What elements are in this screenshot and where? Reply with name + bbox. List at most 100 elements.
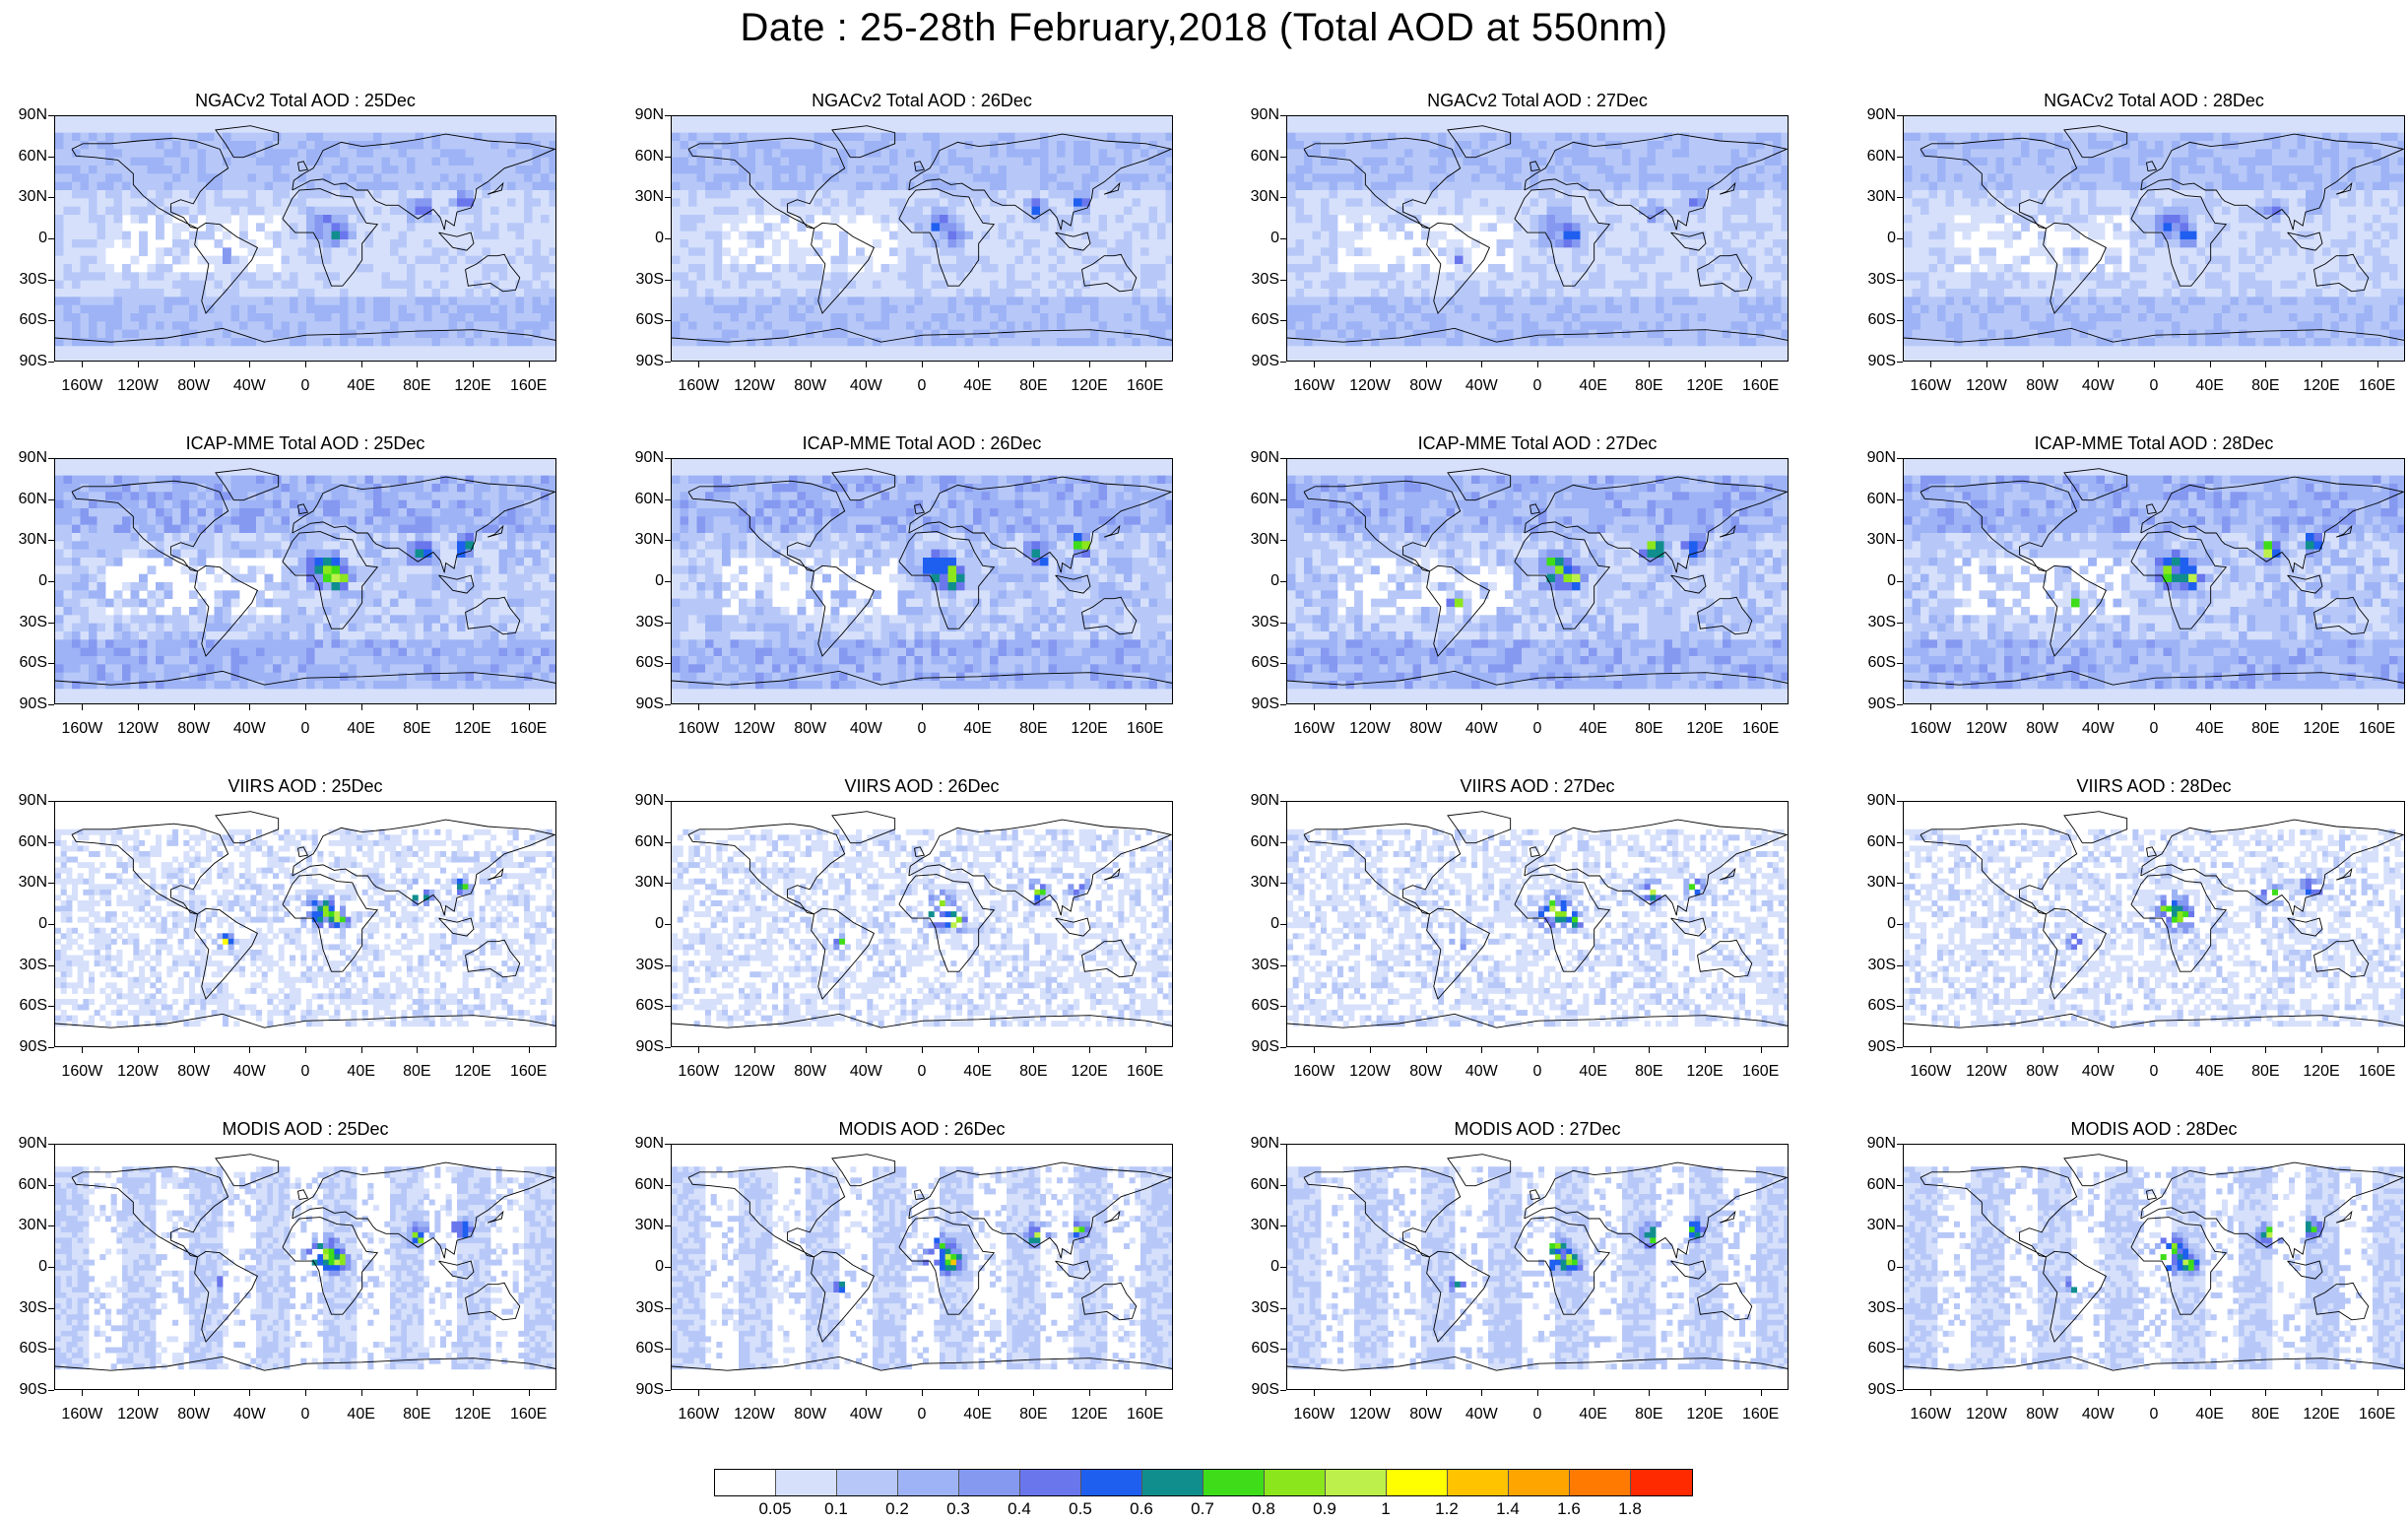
lat-tick [48, 458, 54, 459]
coastline [1081, 939, 1138, 978]
lon-label: 0 [2124, 720, 2183, 738]
lat-tick [665, 1390, 671, 1391]
lon-label: 80E [1619, 720, 1678, 738]
coastline [913, 161, 926, 171]
colorbar-swatch [1142, 1470, 1204, 1495]
lat-label: 0 [620, 573, 664, 589]
lat-label: 0 [1853, 231, 1896, 246]
lon-label: 160W [669, 720, 728, 738]
lat-tick [1280, 540, 1286, 542]
lon-tick [977, 1047, 979, 1053]
lat-tick [1897, 1225, 1903, 1227]
coastline [1524, 819, 1788, 916]
lon-label: 160W [1284, 377, 1343, 395]
coastline [913, 503, 926, 514]
lat-tick [1280, 1267, 1286, 1268]
lon-tick [1089, 1390, 1090, 1396]
coastline [672, 1356, 1172, 1371]
lat-label: 60N [620, 1176, 664, 1193]
lon-label: 40E [2180, 1406, 2240, 1424]
lon-tick [2265, 704, 2267, 710]
panel-title: ICAP-MME Total AOD : 26Dec [671, 433, 1173, 454]
lon-tick [2321, 1390, 2322, 1396]
coastline [1287, 1356, 1788, 1371]
lat-tick [665, 156, 671, 158]
lat-label: 60N [1236, 491, 1279, 507]
coastline [2145, 161, 2158, 171]
lon-tick [1760, 362, 1762, 367]
lat-tick [665, 801, 671, 802]
map-panel: VIIRS AOD : 25Dec 90N 60N 30N 0 30S 60S 90S 160W… [0, 776, 591, 1092]
lon-label: 40E [948, 1063, 1008, 1081]
lat-tick [665, 1349, 671, 1351]
lat-tick [1280, 197, 1286, 199]
lon-label: 40E [332, 1063, 391, 1081]
coastline [2145, 846, 2158, 857]
lat-tick [665, 581, 671, 582]
aod-field [672, 828, 1172, 1027]
colorbar-swatch [776, 1470, 837, 1495]
coastline [282, 531, 379, 629]
lon-label: 160W [52, 377, 111, 395]
lat-label: 30S [1236, 1299, 1279, 1316]
coastline [438, 1260, 475, 1280]
colorbar-label: 0.6 [1117, 1499, 1166, 1519]
lon-tick [922, 1047, 923, 1053]
lat-tick [1280, 362, 1286, 363]
coastline [1447, 811, 1512, 844]
lon-tick [528, 1390, 530, 1396]
lon-tick [1370, 362, 1371, 367]
lat-tick [48, 156, 54, 158]
lat-tick [48, 704, 54, 705]
lon-tick [1144, 704, 1146, 710]
coastline [1287, 1013, 1788, 1028]
map-panel: ICAP-MME Total AOD : 25Dec 90N 60N 30N 0 30S 6… [0, 433, 591, 749]
coastline [1447, 1154, 1512, 1187]
aod-field [1287, 1166, 1788, 1370]
coastline [1055, 574, 1091, 594]
coastline [282, 874, 379, 972]
lat-tick [1897, 320, 1903, 322]
lon-tick [138, 362, 139, 367]
lon-tick [866, 1047, 868, 1053]
coastline [2063, 811, 2128, 844]
coastline [2043, 1250, 2108, 1343]
lon-tick [698, 362, 700, 367]
lon-tick [1481, 362, 1483, 367]
lon-tick [1481, 1047, 1483, 1053]
lat-tick [1280, 1390, 1286, 1391]
coastline [1104, 867, 1121, 881]
coastline [1529, 1189, 1541, 1200]
coastline [465, 596, 521, 635]
lat-label: 30N [1236, 1218, 1279, 1233]
lon-label: 160W [1284, 720, 1343, 738]
lon-tick [249, 1390, 251, 1396]
coastline [1514, 531, 1611, 629]
aod-map [671, 1144, 1173, 1390]
lat-label: 90N [1236, 793, 1279, 809]
lon-label: 160W [1901, 1406, 1960, 1424]
lat-label: 60S [4, 312, 47, 328]
lon-label: 0 [1508, 1063, 1567, 1081]
lat-label: 60S [4, 1341, 47, 1357]
lon-tick [2376, 704, 2378, 710]
coastline [687, 823, 846, 915]
coastline [1529, 503, 1541, 514]
aod-map [1286, 458, 1789, 704]
panel-title: VIIRS AOD : 25Dec [54, 776, 556, 797]
lat-tick [1897, 1390, 1903, 1391]
coastline [1904, 1356, 2404, 1371]
colorbar-label: 0.4 [995, 1499, 1044, 1519]
lon-tick [1481, 704, 1483, 710]
lon-label: 40W [836, 1406, 895, 1424]
aod-field [55, 828, 555, 1027]
coastline [1904, 670, 2404, 686]
lat-label: 60S [4, 655, 47, 671]
lon-label: 80W [164, 1063, 224, 1081]
coastline [811, 222, 876, 314]
lon-label: 80W [164, 377, 224, 395]
coastline [2336, 1210, 2353, 1224]
map-panel: MODIS AOD : 27Dec 90N 60N 30N 0 30S 60S 90S 160W… [1232, 1119, 1823, 1434]
coastline [1104, 1210, 1121, 1224]
lon-label: 160E [499, 1063, 558, 1081]
